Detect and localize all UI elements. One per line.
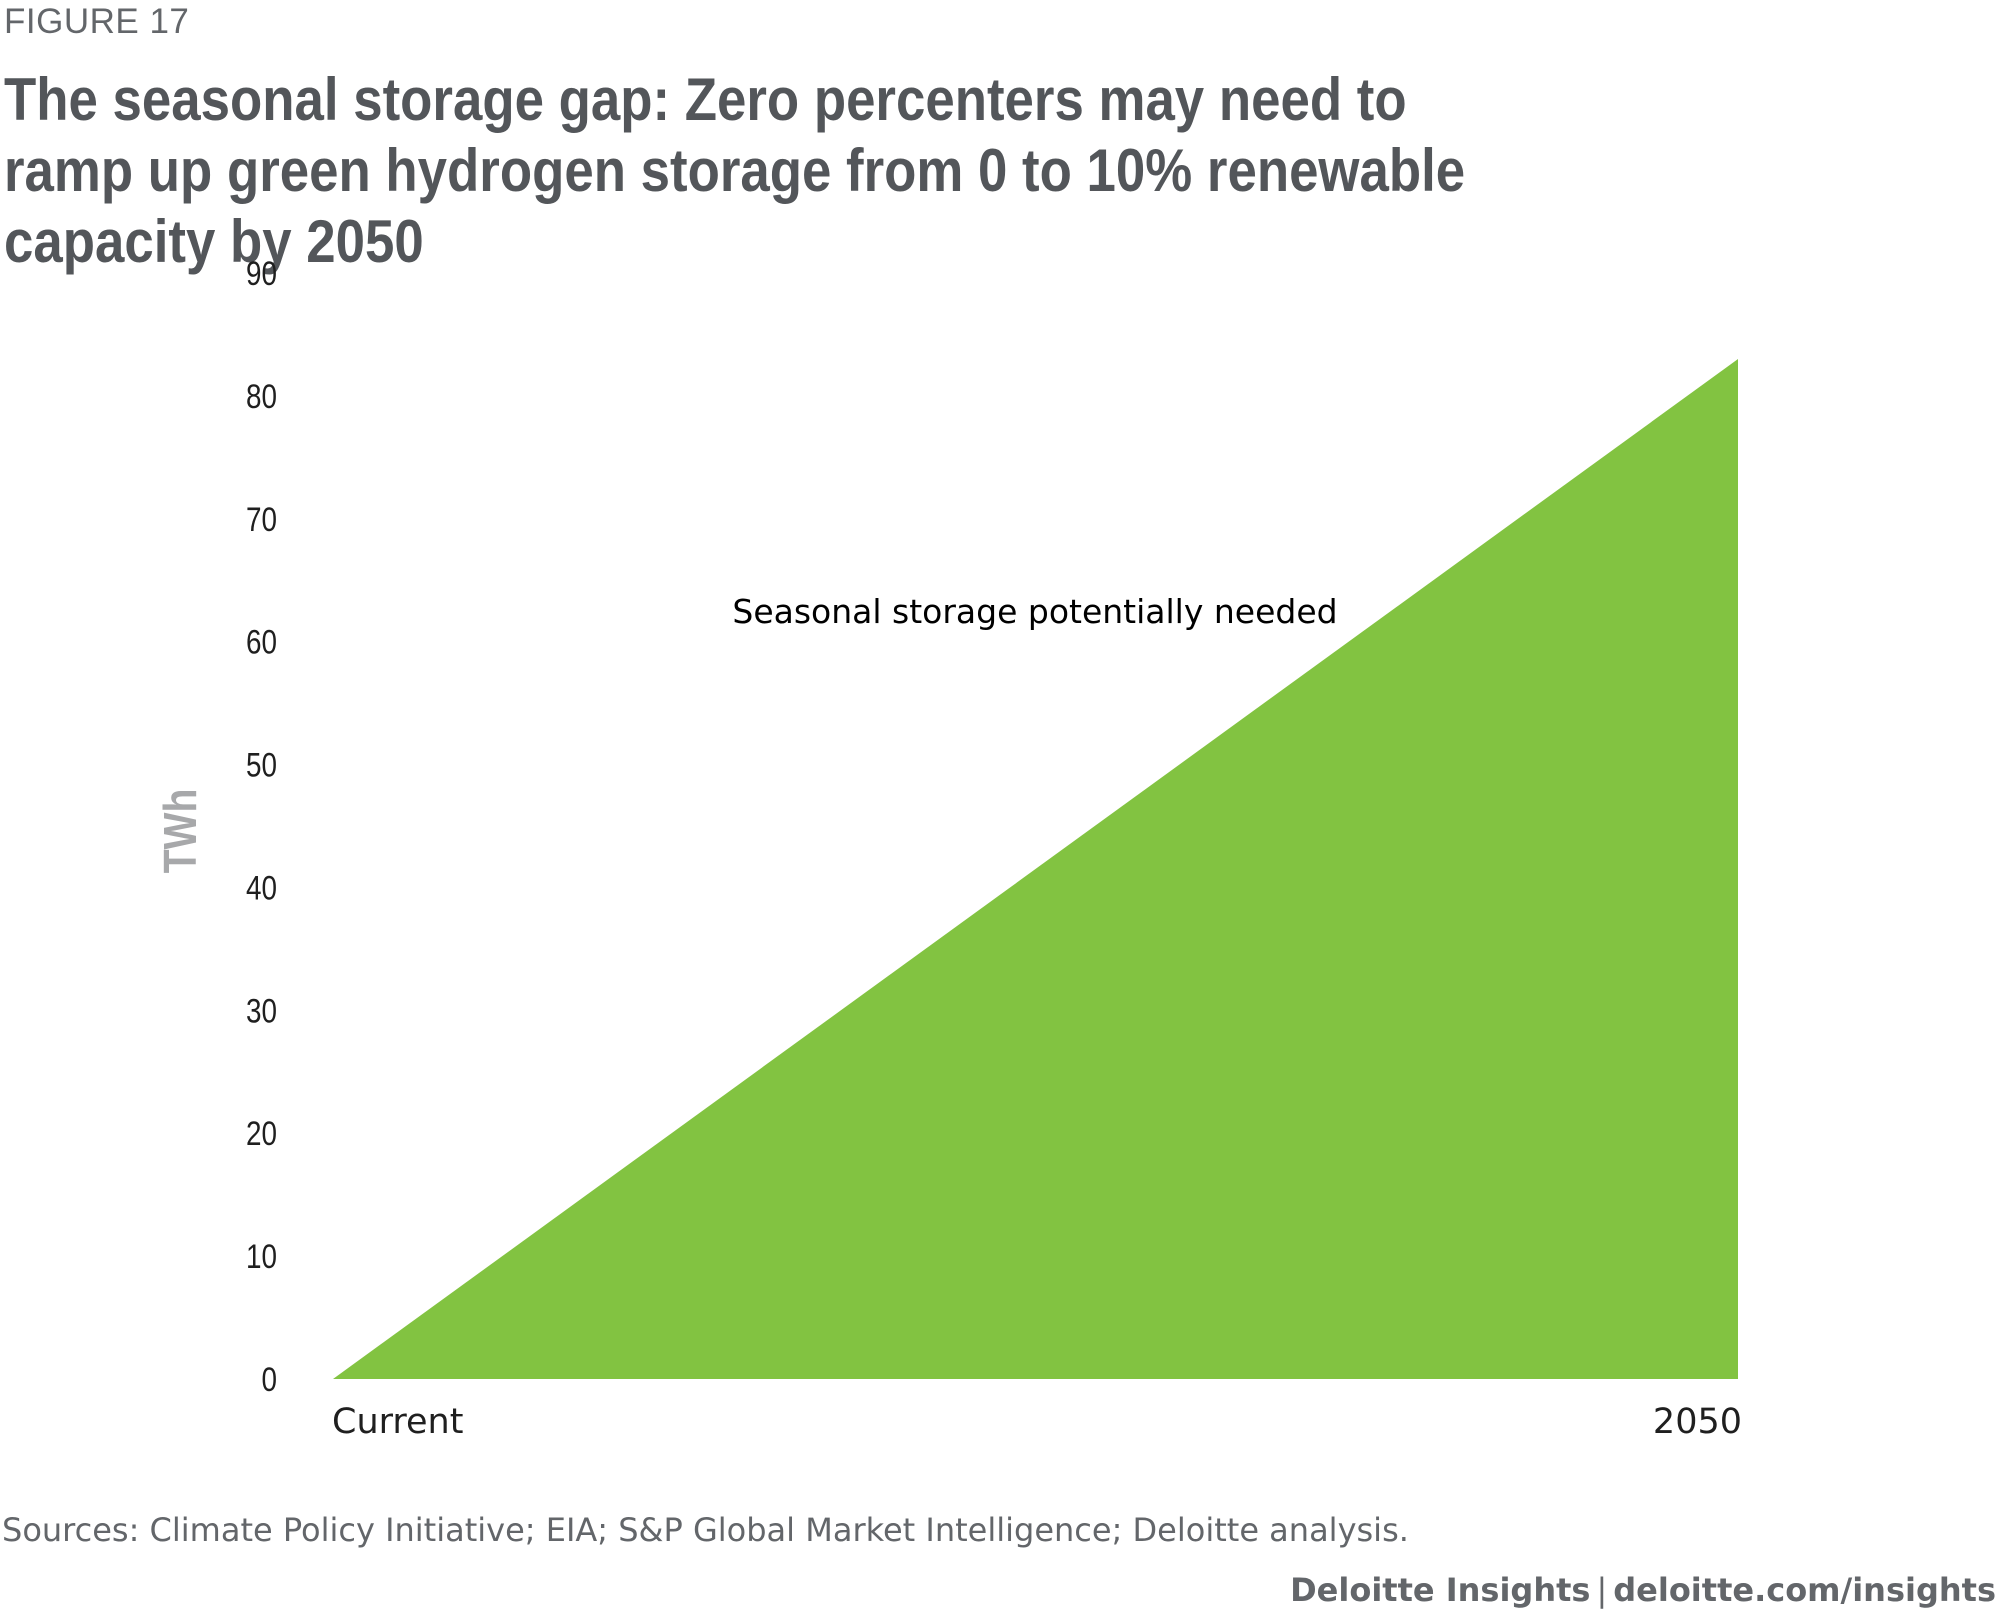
footer-url[interactable]: deloitte.com/insights: [1613, 1571, 1996, 1609]
y-tick-label: 70: [246, 500, 277, 538]
area-series: [333, 359, 1738, 1379]
footer-credit: Deloitte Insights | deloitte.com/insights: [1290, 1570, 1996, 1610]
area-series-shape: [333, 359, 1738, 1379]
x-category-label: Current: [332, 1402, 463, 1442]
footer-separator: |: [1596, 1571, 1608, 1609]
source-note: Sources: Climate Policy Initiative; EIA;…: [2, 1511, 1409, 1549]
y-tick-label: 30: [246, 992, 277, 1030]
y-tick-label: 80: [246, 377, 277, 415]
y-tick-label: 90: [246, 254, 277, 292]
y-tick-label: 20: [246, 1115, 277, 1153]
x-axis-categories: Current 2050: [332, 1402, 1742, 1442]
footer-brand: Deloitte Insights: [1290, 1571, 1591, 1609]
y-tick-label: 50: [246, 746, 277, 784]
chart-title: The seasonal storage gap: Zero percenter…: [4, 66, 1466, 275]
y-tick-label: 10: [246, 1237, 277, 1275]
y-axis-title: TWh: [155, 789, 207, 874]
y-tick-label: 0: [261, 1360, 277, 1398]
chart-annotation: Seasonal storage potentially needed: [732, 592, 1337, 631]
figure-label: FIGURE 17: [4, 2, 190, 41]
y-axis-ticks: 0 10 20 30 40 50 60 70 80 90: [246, 254, 277, 1398]
y-tick-label: 60: [246, 623, 277, 661]
y-tick-label: 40: [246, 869, 277, 907]
x-category-label: 2050: [1653, 1402, 1742, 1442]
